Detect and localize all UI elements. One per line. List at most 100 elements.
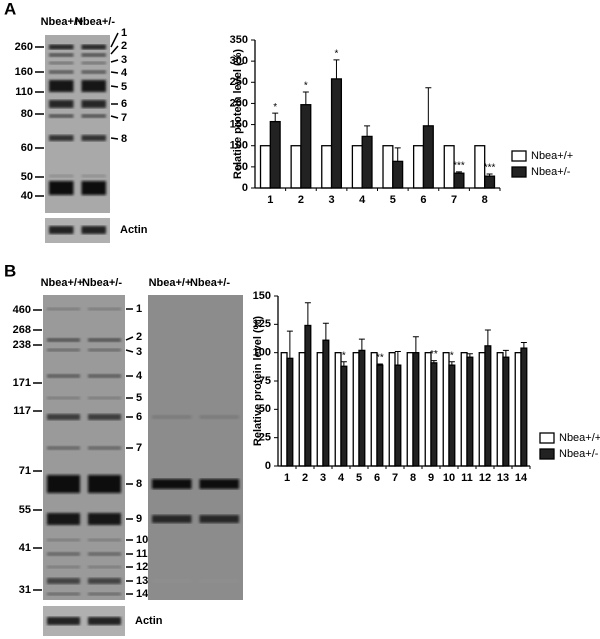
y-tick-label: 350 [230, 34, 248, 46]
bar [321, 145, 333, 189]
legend-swatch [511, 166, 527, 178]
error-bar [364, 125, 371, 137]
band-number: 7 [121, 112, 127, 124]
bar [484, 175, 496, 189]
band [81, 135, 106, 141]
bar [478, 352, 486, 467]
blot [148, 295, 243, 600]
band-leader [125, 336, 134, 341]
marker-label: 171 [13, 377, 31, 389]
band [47, 513, 80, 525]
bar [406, 352, 414, 467]
band-number: 10 [136, 534, 148, 546]
y-tick-label: 0 [265, 460, 271, 472]
band [88, 578, 121, 584]
error-bar [412, 336, 419, 353]
error-bar [394, 351, 401, 366]
x-tick-label: 9 [428, 472, 434, 484]
y-axis-label: Relative protein level (%) [252, 316, 264, 447]
bar [298, 352, 306, 467]
bar [304, 324, 312, 467]
bar [322, 339, 330, 467]
bar [394, 364, 402, 467]
x-tick-label: 12 [479, 472, 491, 484]
band-number: 12 [136, 561, 148, 573]
band [88, 475, 121, 493]
y-tick-label: 75 [259, 375, 271, 387]
x-tick-label: 1 [267, 194, 273, 206]
bar [269, 120, 281, 189]
significance: * [304, 81, 308, 92]
band [49, 53, 74, 57]
band [81, 53, 106, 57]
bar [514, 352, 522, 467]
x-tick-label: 6 [374, 472, 380, 484]
bar [358, 349, 366, 467]
bar [316, 352, 324, 467]
bar [340, 365, 348, 467]
legend-swatch [539, 448, 555, 460]
error-bar [302, 91, 309, 105]
band [47, 592, 80, 596]
significance: *** [453, 161, 465, 172]
error-bar [286, 330, 293, 359]
bar [460, 352, 468, 467]
bar [442, 352, 450, 467]
y-tick-label: 150 [253, 290, 271, 302]
band-number: 3 [121, 54, 127, 66]
error-bar [502, 349, 509, 358]
band [49, 135, 74, 141]
x-tick-label: 5 [390, 194, 396, 206]
band [47, 348, 80, 352]
band [81, 61, 106, 65]
y-tick-label: 250 [230, 76, 248, 88]
error-bar [376, 363, 383, 366]
bar [496, 352, 504, 467]
error-bar [455, 171, 462, 174]
band-number: 14 [136, 588, 149, 600]
band-number: 5 [121, 81, 127, 93]
band-number: 8 [136, 478, 142, 490]
y-tick-label: 300 [230, 55, 248, 67]
band [88, 348, 121, 352]
x-tick-label: 8 [482, 194, 488, 206]
error-bar [322, 322, 329, 341]
band [81, 80, 106, 92]
x-tick-label: 13 [497, 472, 509, 484]
band [88, 446, 121, 450]
band-leader [110, 137, 119, 140]
legend-label: Nbea+/+ [531, 150, 573, 162]
band-number: 13 [136, 575, 148, 587]
bar [286, 357, 294, 467]
band [49, 70, 74, 74]
significance: ** [430, 349, 438, 360]
band-number: 2 [121, 40, 127, 52]
error-bar [304, 302, 311, 326]
marker-label: 50 [21, 171, 33, 183]
y-tick-label: 0 [242, 182, 248, 194]
panel-label: A [4, 0, 16, 18]
error-bar [484, 329, 491, 346]
band [47, 338, 80, 342]
bar [388, 352, 396, 467]
band-leader [110, 59, 119, 63]
band [88, 374, 121, 378]
band-number: 1 [121, 27, 127, 39]
lane-label: Nbea+/+ [41, 16, 84, 28]
marker-label: 160 [15, 66, 33, 78]
y-tick-label: 125 [253, 318, 271, 330]
bar [412, 352, 420, 467]
y-axis-label: Relative protein level (%) [232, 49, 244, 180]
error-bar [486, 173, 493, 177]
band [152, 579, 192, 583]
error-bar [358, 338, 365, 351]
lane-label: Nbea+/- [75, 16, 115, 28]
bar [334, 352, 342, 467]
band [47, 396, 80, 400]
band-number: 4 [121, 67, 128, 79]
marker-label: 71 [19, 465, 31, 477]
band [49, 61, 74, 65]
bar [453, 172, 465, 189]
marker-label: 238 [13, 339, 31, 351]
